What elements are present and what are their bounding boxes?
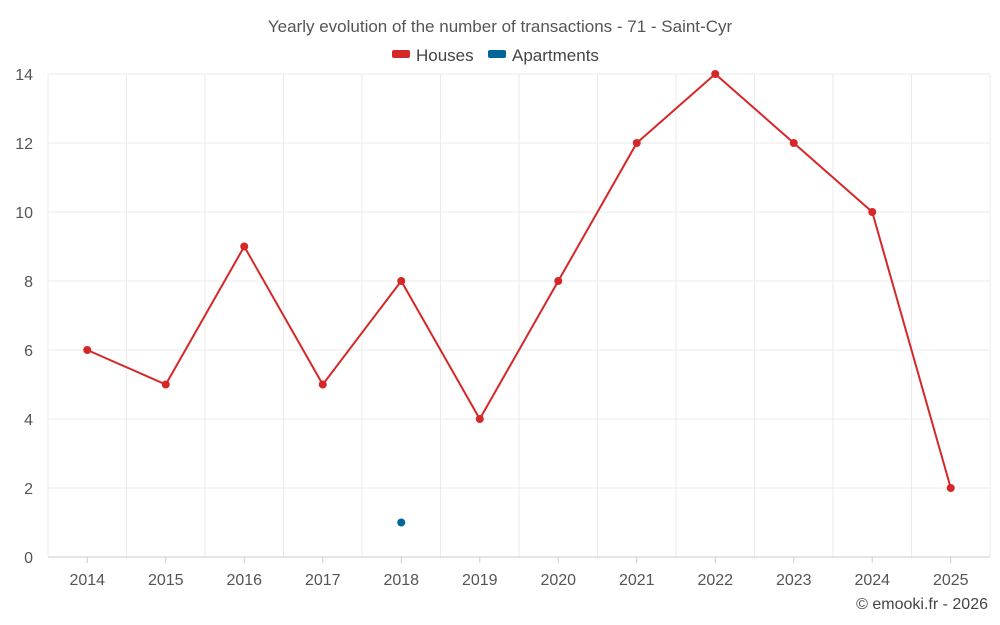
legend-swatch-apartments [488,50,506,58]
series [83,70,955,527]
chart-title: Yearly evolution of the number of transa… [268,17,733,36]
x-tick-label: 2022 [697,572,733,589]
data-point-apartments[interactable] [397,518,406,527]
data-point-houses[interactable] [475,415,484,423]
x-tick-label: 2014 [69,572,105,589]
data-point-houses[interactable] [789,139,798,147]
legend-swatch-houses [392,50,410,58]
series-houses [83,70,955,492]
series-line-houses [86,73,952,489]
y-tick-label: 0 [24,550,33,567]
y-tick-label: 4 [24,412,33,429]
x-tick-label: 2018 [383,572,419,589]
x-axis-ticks: 2014 2015 2016 2017 2018 2019 2020 2021 2022 2023… [69,557,969,589]
legend-label-apartments: Apartments [512,46,599,65]
x-tick-label: 2020 [540,572,576,589]
data-point-houses[interactable] [161,380,170,389]
data-point-houses[interactable] [868,208,877,216]
gridlines [47,73,991,557]
data-point-houses[interactable] [83,346,92,354]
legend-label-houses: Houses [416,46,474,65]
y-tick-label: 8 [24,274,33,291]
legend: Houses Apartments [392,46,599,65]
x-tick-label: 2023 [776,572,812,589]
y-tick-label: 10 [15,205,33,222]
y-tick-label: 2 [24,481,33,498]
x-tick-label: 2024 [854,572,890,589]
x-tick-label: 2025 [933,572,969,589]
x-tick-label: 2019 [462,572,498,589]
y-axis-ticks: 0 2 4 6 8 10 12 14 [15,67,33,567]
x-tick-label: 2016 [226,572,262,589]
series-apartments [397,518,406,527]
y-tick-label: 12 [15,136,33,153]
data-point-houses[interactable] [946,484,955,492]
data-point-houses[interactable] [632,139,641,147]
x-tick-label: 2021 [619,572,655,589]
data-point-houses[interactable] [240,242,249,251]
legend-item-apartments[interactable]: Apartments [488,46,599,65]
data-point-houses[interactable] [711,70,720,78]
data-point-houses[interactable] [318,380,327,389]
data-point-houses[interactable] [397,277,406,285]
y-tick-label: 14 [15,67,33,84]
x-tick-label: 2017 [305,572,341,589]
x-tick-label: 2015 [148,572,184,589]
data-point-houses[interactable] [554,277,563,285]
legend-item-houses[interactable]: Houses [392,46,474,65]
credit-text: © emooki.fr - 2026 [856,596,988,613]
y-tick-label: 6 [24,343,33,360]
